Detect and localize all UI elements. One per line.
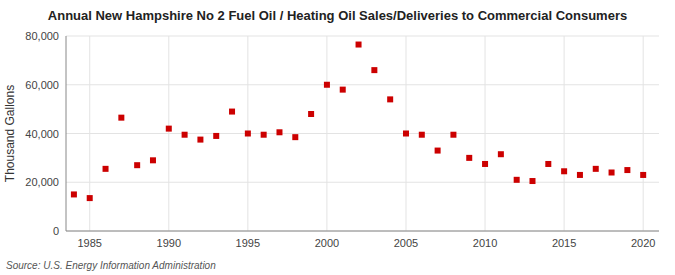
point <box>87 195 93 201</box>
grid-line <box>564 36 565 231</box>
point <box>229 109 235 115</box>
x-tick-label: 1990 <box>157 237 181 249</box>
point <box>435 148 441 154</box>
grid-line <box>485 36 486 231</box>
point <box>609 170 615 176</box>
point <box>498 151 504 157</box>
x-tick-label: 1995 <box>236 237 260 249</box>
grid-line <box>66 182 659 183</box>
y-tick-label: 80,000 <box>25 30 59 42</box>
y-tick-label: 40,000 <box>25 128 59 140</box>
x-tick-label: 2015 <box>552 237 576 249</box>
x-axis <box>66 231 659 232</box>
x-tick-label: 2020 <box>631 237 655 249</box>
point <box>150 157 156 163</box>
point <box>514 177 520 183</box>
point <box>593 166 599 172</box>
grid-line <box>89 36 90 231</box>
y-axis <box>66 36 67 231</box>
x-tick-label: 2010 <box>473 237 497 249</box>
point <box>308 111 314 117</box>
point <box>134 162 140 168</box>
point <box>118 115 124 121</box>
grid <box>66 36 659 231</box>
y-tick-label: 60,000 <box>25 79 59 91</box>
point <box>261 132 267 138</box>
y-tick-label: 20,000 <box>25 176 59 188</box>
point <box>577 172 583 178</box>
point <box>482 161 488 167</box>
point <box>103 166 109 172</box>
point <box>545 161 551 167</box>
point <box>387 96 393 102</box>
grid-line <box>66 36 659 37</box>
point <box>340 87 346 93</box>
point <box>403 131 409 137</box>
point <box>276 129 282 135</box>
point <box>166 126 172 132</box>
point <box>371 67 377 73</box>
y-axis-label: Thousand Gallons <box>3 85 17 182</box>
source: Source: U.S. Energy Information Administ… <box>6 260 216 271</box>
point <box>71 191 77 197</box>
x-tick-label: 1985 <box>77 237 101 249</box>
point <box>640 172 646 178</box>
x-tick-label: 2005 <box>394 237 418 249</box>
point <box>324 82 330 88</box>
point <box>197 137 203 143</box>
chart: Annual New Hampshire No 2 Fuel Oil / Hea… <box>0 0 675 275</box>
point <box>450 132 456 138</box>
grid-line <box>66 133 659 134</box>
point <box>213 133 219 139</box>
title: Annual New Hampshire No 2 Fuel Oil / Hea… <box>48 8 627 23</box>
grid-line <box>66 231 659 232</box>
grid-line <box>168 36 169 231</box>
point <box>245 131 251 137</box>
grid-line <box>643 36 644 231</box>
point <box>182 132 188 138</box>
points <box>71 42 646 202</box>
point <box>561 168 567 174</box>
point <box>419 132 425 138</box>
x-tick-label: 2000 <box>315 237 339 249</box>
grid-line <box>66 84 659 85</box>
point <box>292 134 298 140</box>
point <box>624 167 630 173</box>
point <box>356 42 362 48</box>
point <box>529 178 535 184</box>
grid-line <box>326 36 327 231</box>
point <box>466 155 472 161</box>
y-tick-label: 0 <box>53 225 59 237</box>
